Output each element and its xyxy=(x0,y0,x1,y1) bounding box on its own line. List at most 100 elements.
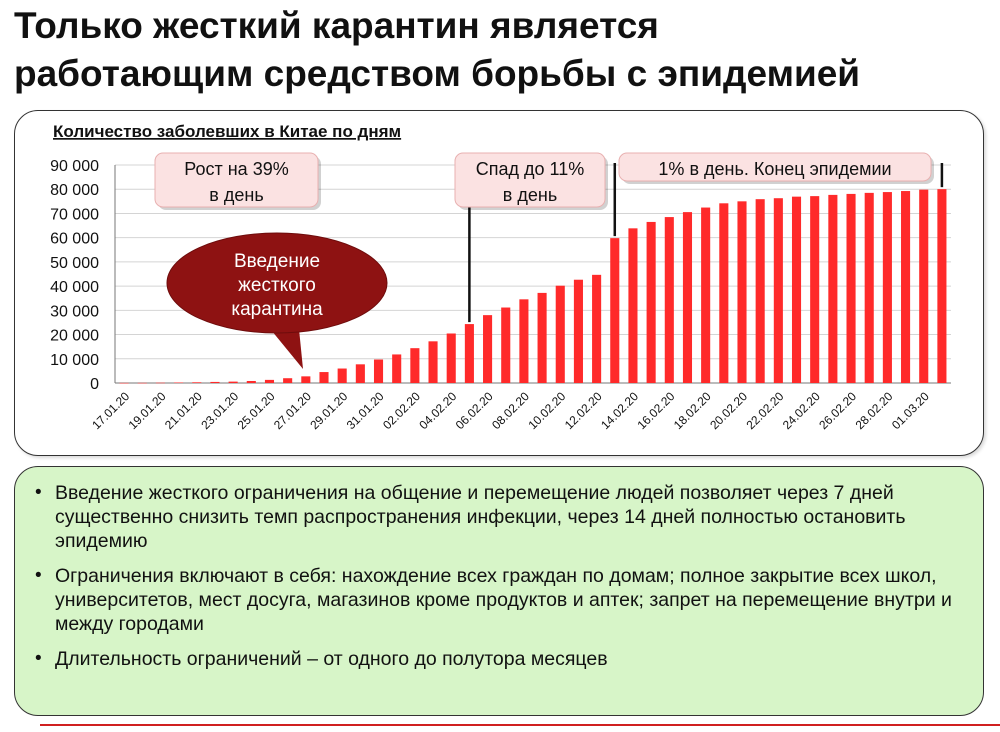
bullet-dot-icon: • xyxy=(35,482,42,503)
bar xyxy=(773,198,783,383)
bar xyxy=(537,292,547,383)
bar xyxy=(428,341,438,383)
bar xyxy=(210,381,220,383)
growth-callout-text: в день xyxy=(209,185,263,205)
x-tick-label: 04.02.20 xyxy=(416,389,459,432)
bar xyxy=(610,238,620,383)
end-callout-text: 1% в день. Конец эпидемии xyxy=(658,159,891,179)
bar xyxy=(228,381,238,383)
y-tick-label: 70 000 xyxy=(50,206,99,223)
quarantine-bubble-text: Введение xyxy=(234,251,320,272)
decline-callout-text: в день xyxy=(503,185,557,205)
growth-callout-text: Рост на 39% xyxy=(184,159,288,179)
bar xyxy=(373,359,384,383)
x-tick-label: 24.02.20 xyxy=(780,389,823,432)
bar xyxy=(319,372,329,383)
y-tick-label: 0 xyxy=(90,376,99,393)
bar xyxy=(392,354,402,383)
bar xyxy=(592,274,602,383)
y-tick-label: 30 000 xyxy=(50,303,99,320)
bar xyxy=(483,315,493,383)
x-tick-label: 14.02.20 xyxy=(598,389,641,432)
bar xyxy=(719,203,729,383)
cases-bar-chart: Количество заболевших в Китае по дням 0 10… xyxy=(50,122,951,432)
bar xyxy=(192,382,202,383)
quarantine-bubble-tail xyxy=(267,325,303,369)
chart-title: Количество заболевших в Китае по дням xyxy=(53,122,401,141)
bar xyxy=(701,207,711,383)
bar xyxy=(791,196,802,383)
bar xyxy=(810,196,820,383)
bar xyxy=(119,382,129,384)
bar xyxy=(919,189,929,383)
x-tick-label: 27.01.20 xyxy=(271,389,314,432)
bar xyxy=(246,380,256,383)
y-tick-label: 50 000 xyxy=(50,255,99,272)
bar xyxy=(628,228,638,383)
bar xyxy=(174,382,184,384)
slide-title-line2: работающим средством борьбы с эпидемией xyxy=(14,53,861,94)
bullet-text: Ограничения включают в себя: нахождение … xyxy=(55,565,952,635)
bar xyxy=(519,299,529,383)
bar xyxy=(155,382,165,384)
info-panel: • Введение жесткого ограничения на общени… xyxy=(14,466,984,716)
y-tick-label: 40 000 xyxy=(50,279,99,296)
x-tick-label: 02.02.20 xyxy=(380,389,423,432)
x-tick-label: 01.03.20 xyxy=(889,389,932,432)
x-tick-label: 18.02.20 xyxy=(671,389,714,432)
x-tick-label: 29.01.20 xyxy=(307,389,350,432)
y-tick-label: 90 000 xyxy=(50,158,99,175)
bar xyxy=(682,212,693,383)
slide-title-line1: Только жесткий карантин является xyxy=(14,5,659,46)
x-tick-label: 26.02.20 xyxy=(816,389,859,432)
bullet-item: • Ограничения включают в себя: нахождение… xyxy=(33,564,969,636)
growth-callout-box xyxy=(154,152,319,208)
x-tick-label: 25.01.20 xyxy=(235,389,278,432)
quarantine-bubble-text: жесткого xyxy=(238,275,316,296)
x-tick-label: 23.01.20 xyxy=(198,389,241,432)
x-tick-label: 21.01.20 xyxy=(162,389,205,432)
bar xyxy=(737,201,747,383)
bullet-list: • Введение жесткого ограничения на общени… xyxy=(33,481,969,671)
decline-callout-box xyxy=(454,152,606,208)
x-tick-label: 06.02.20 xyxy=(453,389,496,432)
x-tick-label: 19.01.20 xyxy=(126,389,169,432)
bar xyxy=(137,382,147,384)
x-tick-label: 08.02.20 xyxy=(489,389,532,432)
x-tick-label: 17.01.20 xyxy=(89,389,132,432)
bullet-dot-icon: • xyxy=(35,648,42,669)
footer-divider xyxy=(40,724,1000,726)
x-tick-label: 10.02.20 xyxy=(525,389,568,432)
bullet-item: • Длительность ограничений – от одного до… xyxy=(33,647,969,671)
x-tick-label: 22.02.20 xyxy=(744,389,787,432)
bar xyxy=(555,285,565,383)
bullet-item: • Введение жесткого ограничения на общени… xyxy=(33,481,969,553)
bar xyxy=(937,189,947,383)
x-tick-label: 20.02.20 xyxy=(707,389,750,432)
bar xyxy=(264,379,275,383)
y-tick-label: 60 000 xyxy=(50,231,99,248)
slide-title: Только жесткий карантин является работаю… xyxy=(14,2,984,98)
x-tick-label: 16.02.20 xyxy=(634,389,677,432)
bar xyxy=(464,324,474,383)
y-tick-label: 10 000 xyxy=(50,352,99,369)
bullet-text: Длительность ограничений – от одного до … xyxy=(55,648,608,670)
end-callout-box xyxy=(618,152,932,182)
bar xyxy=(828,194,838,383)
bar xyxy=(337,368,347,383)
bar xyxy=(755,199,765,383)
bullet-text: Введение жесткого ограничения на общение… xyxy=(55,482,906,552)
bar xyxy=(573,279,583,383)
bar xyxy=(283,378,293,383)
chart-panel: Количество заболевших в Китае по дням 0 10… xyxy=(14,110,984,456)
decline-callout-text: Спад до 11% xyxy=(476,159,584,179)
y-tick-label: 80 000 xyxy=(50,182,99,199)
bar xyxy=(646,221,656,383)
quarantine-bubble-text: карантина xyxy=(231,299,323,320)
bar xyxy=(901,191,911,383)
bar xyxy=(846,193,856,383)
x-tick-label: 31.01.20 xyxy=(344,389,387,432)
bar xyxy=(664,217,674,383)
bar xyxy=(501,307,511,383)
bar xyxy=(355,364,365,383)
